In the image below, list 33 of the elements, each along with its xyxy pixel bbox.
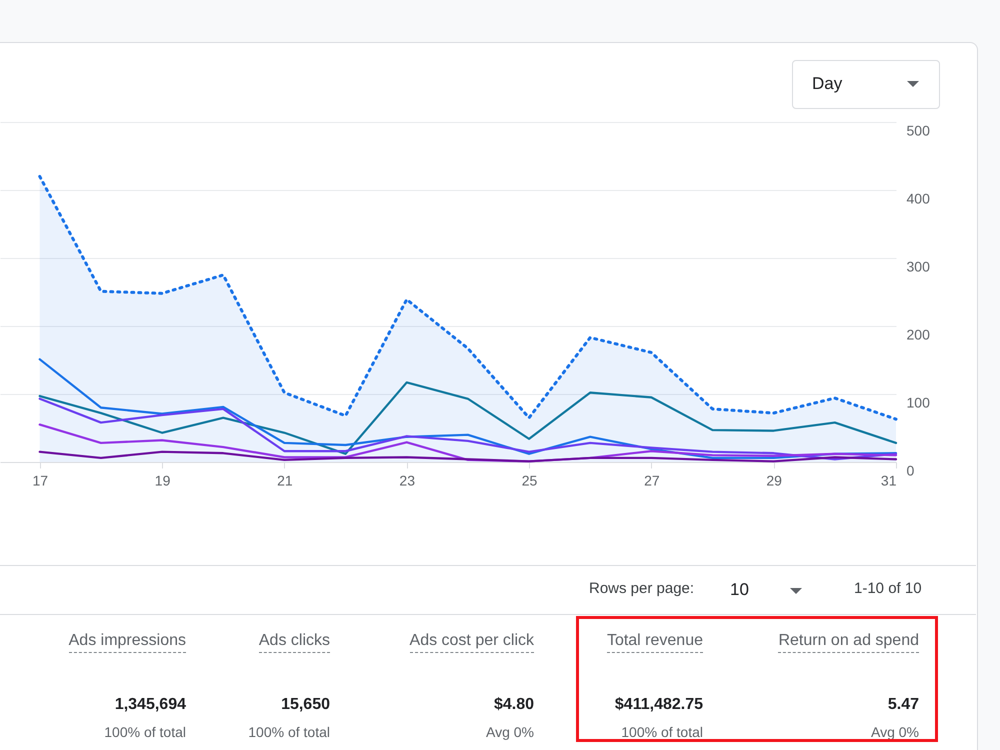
x-tick-label: 23 <box>399 472 416 488</box>
text: $4.80 <box>494 696 534 714</box>
text: Ads impressions <box>68 632 186 653</box>
x-tick-label: 31 <box>880 472 897 488</box>
y-tick-label: 0 <box>906 462 914 478</box>
text: 100% of total <box>248 724 330 740</box>
text: Return on ad spend <box>778 632 919 653</box>
text: 5.47 <box>888 696 919 714</box>
text: Avg 0% <box>486 724 534 740</box>
text: 15,650 <box>281 696 330 714</box>
text: Rows per page: <box>589 580 694 597</box>
text: 100% of total <box>104 724 186 740</box>
text: $411,482.75 <box>614 696 703 714</box>
text: 10 <box>730 580 749 600</box>
x-tick-label: 21 <box>277 472 293 488</box>
x-tick-label: 29 <box>766 472 782 488</box>
y-tick-label: 300 <box>906 258 930 274</box>
text: Avg 0% <box>871 724 919 740</box>
x-tick-label: 19 <box>154 472 171 488</box>
text: 100% of total <box>621 724 703 740</box>
y-tick-label: 100 <box>906 394 930 410</box>
text: Total revenue <box>606 632 703 653</box>
y-tick-label: 400 <box>906 190 930 206</box>
x-tick-label: 17 <box>32 472 48 488</box>
x-tick-label: 25 <box>522 472 538 488</box>
text: Day <box>812 74 842 94</box>
text: Ads clicks <box>258 632 330 653</box>
text: 1-10 of 10 <box>854 580 922 597</box>
x-tick-label: 27 <box>644 472 660 488</box>
text: 1,345,694 <box>114 696 186 714</box>
y-tick-label: 200 <box>906 326 930 342</box>
text: Ads cost per click <box>410 632 534 653</box>
y-tick-label: 500 <box>906 122 930 138</box>
